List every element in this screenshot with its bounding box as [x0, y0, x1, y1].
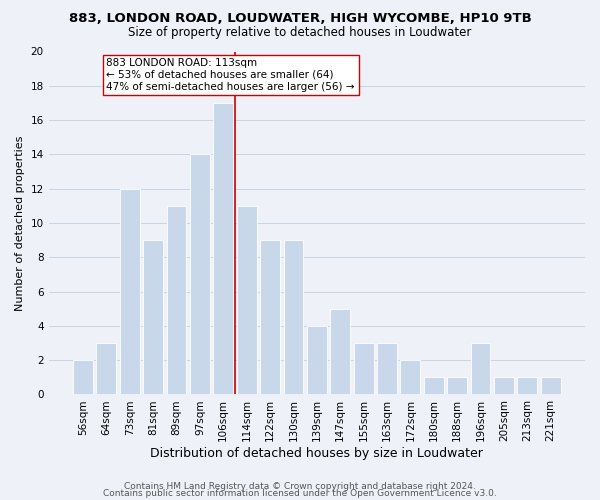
Bar [494, 378, 514, 394]
Bar [517, 378, 537, 394]
X-axis label: Distribution of detached houses by size in Loudwater: Distribution of detached houses by size … [151, 447, 483, 460]
Bar [400, 360, 421, 394]
Bar [377, 343, 397, 394]
Text: 883, LONDON ROAD, LOUDWATER, HIGH WYCOMBE, HP10 9TB: 883, LONDON ROAD, LOUDWATER, HIGH WYCOMB… [68, 12, 532, 26]
Bar [260, 240, 280, 394]
Bar [143, 240, 163, 394]
Text: Contains public sector information licensed under the Open Government Licence v3: Contains public sector information licen… [103, 490, 497, 498]
Bar [237, 206, 257, 394]
Bar [97, 343, 116, 394]
Bar [447, 378, 467, 394]
Bar [167, 206, 187, 394]
Bar [120, 188, 140, 394]
Bar [307, 326, 327, 394]
Bar [284, 240, 304, 394]
Bar [214, 103, 233, 395]
Y-axis label: Number of detached properties: Number of detached properties [15, 136, 25, 310]
Bar [541, 378, 560, 394]
Bar [73, 360, 93, 394]
Text: 883 LONDON ROAD: 113sqm
← 53% of detached houses are smaller (64)
47% of semi-de: 883 LONDON ROAD: 113sqm ← 53% of detache… [106, 58, 355, 92]
Bar [470, 343, 490, 394]
Text: Contains HM Land Registry data © Crown copyright and database right 2024.: Contains HM Land Registry data © Crown c… [124, 482, 476, 491]
Bar [353, 343, 374, 394]
Bar [190, 154, 210, 394]
Bar [424, 378, 443, 394]
Bar [330, 308, 350, 394]
Text: Size of property relative to detached houses in Loudwater: Size of property relative to detached ho… [128, 26, 472, 39]
